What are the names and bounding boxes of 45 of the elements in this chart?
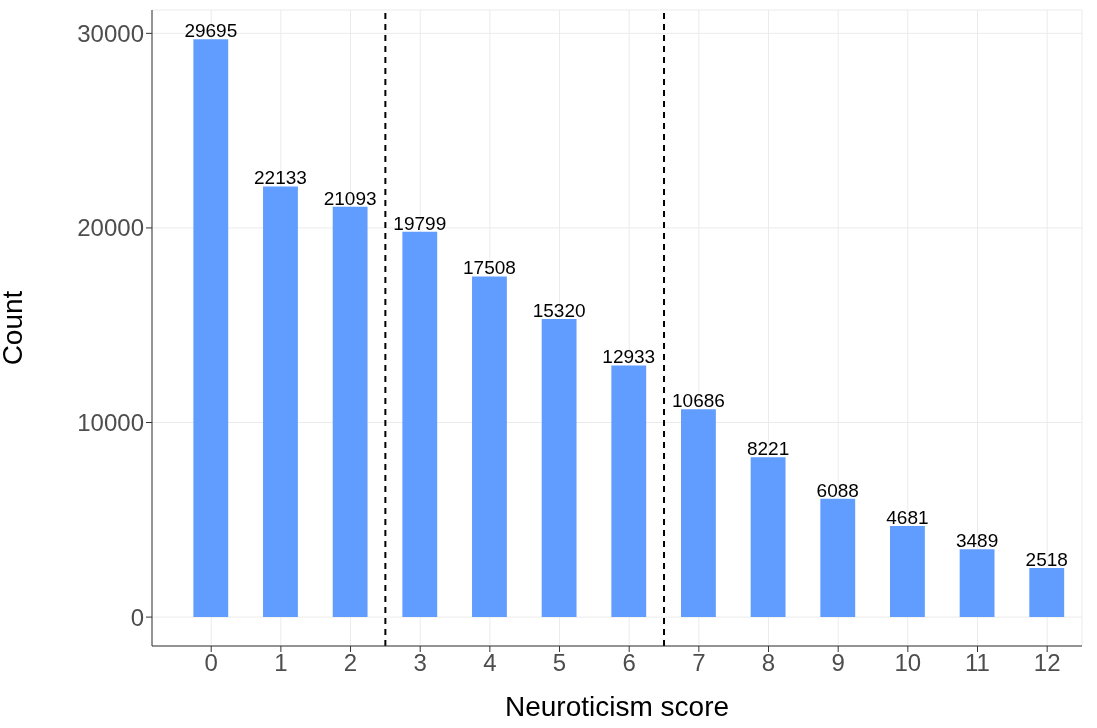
data-label: 19799 — [393, 212, 447, 234]
bar — [611, 365, 647, 618]
data-label: 22133 — [254, 167, 307, 189]
bar — [681, 409, 716, 618]
data-label: 10686 — [672, 390, 725, 412]
bar — [402, 231, 438, 618]
x-tick-label: 6 — [622, 649, 636, 677]
data-label: 4681 — [886, 507, 929, 529]
bar — [959, 549, 995, 618]
bar — [193, 39, 229, 618]
bar — [332, 206, 368, 618]
x-tick-label: 7 — [692, 649, 706, 677]
bar — [263, 186, 298, 618]
data-label: 2518 — [1025, 549, 1068, 571]
x-tick-label: 10 — [894, 649, 922, 677]
x-tick-label: 8 — [761, 649, 776, 677]
bar — [472, 276, 507, 618]
y-tick-label: 20000 — [77, 214, 144, 242]
data-label: 6088 — [816, 479, 859, 501]
x-tick-label: 11 — [965, 649, 990, 677]
y-tick-label: 30000 — [77, 19, 144, 47]
x-tick-label: 12 — [1033, 649, 1061, 677]
bar — [1029, 568, 1065, 618]
bar — [750, 457, 786, 618]
bar — [541, 319, 577, 618]
data-label: 29695 — [184, 20, 238, 42]
data-label: 21093 — [323, 187, 377, 209]
x-tick-label: 4 — [483, 649, 497, 677]
x-tick-label: 2 — [343, 649, 358, 677]
x-tick-label: 5 — [552, 649, 567, 677]
x-tick-label: 9 — [831, 649, 845, 677]
y-axis-title: Count — [0, 290, 28, 366]
x-tick-label: 3 — [413, 649, 427, 677]
data-label: 8221 — [746, 438, 790, 460]
x-tick-label: 0 — [204, 649, 218, 677]
data-label: 17508 — [463, 257, 516, 279]
bar — [890, 526, 925, 618]
y-tick-label: 10000 — [77, 409, 144, 437]
x-tick-label: 1 — [274, 649, 288, 677]
data-label: 3489 — [955, 530, 999, 552]
data-label: 15320 — [532, 300, 586, 321]
data-label: 12933 — [602, 346, 656, 368]
x-axis-title: Neuroticism score — [504, 691, 730, 722]
y-tick-label: 0 — [130, 603, 144, 631]
bar — [820, 498, 856, 618]
